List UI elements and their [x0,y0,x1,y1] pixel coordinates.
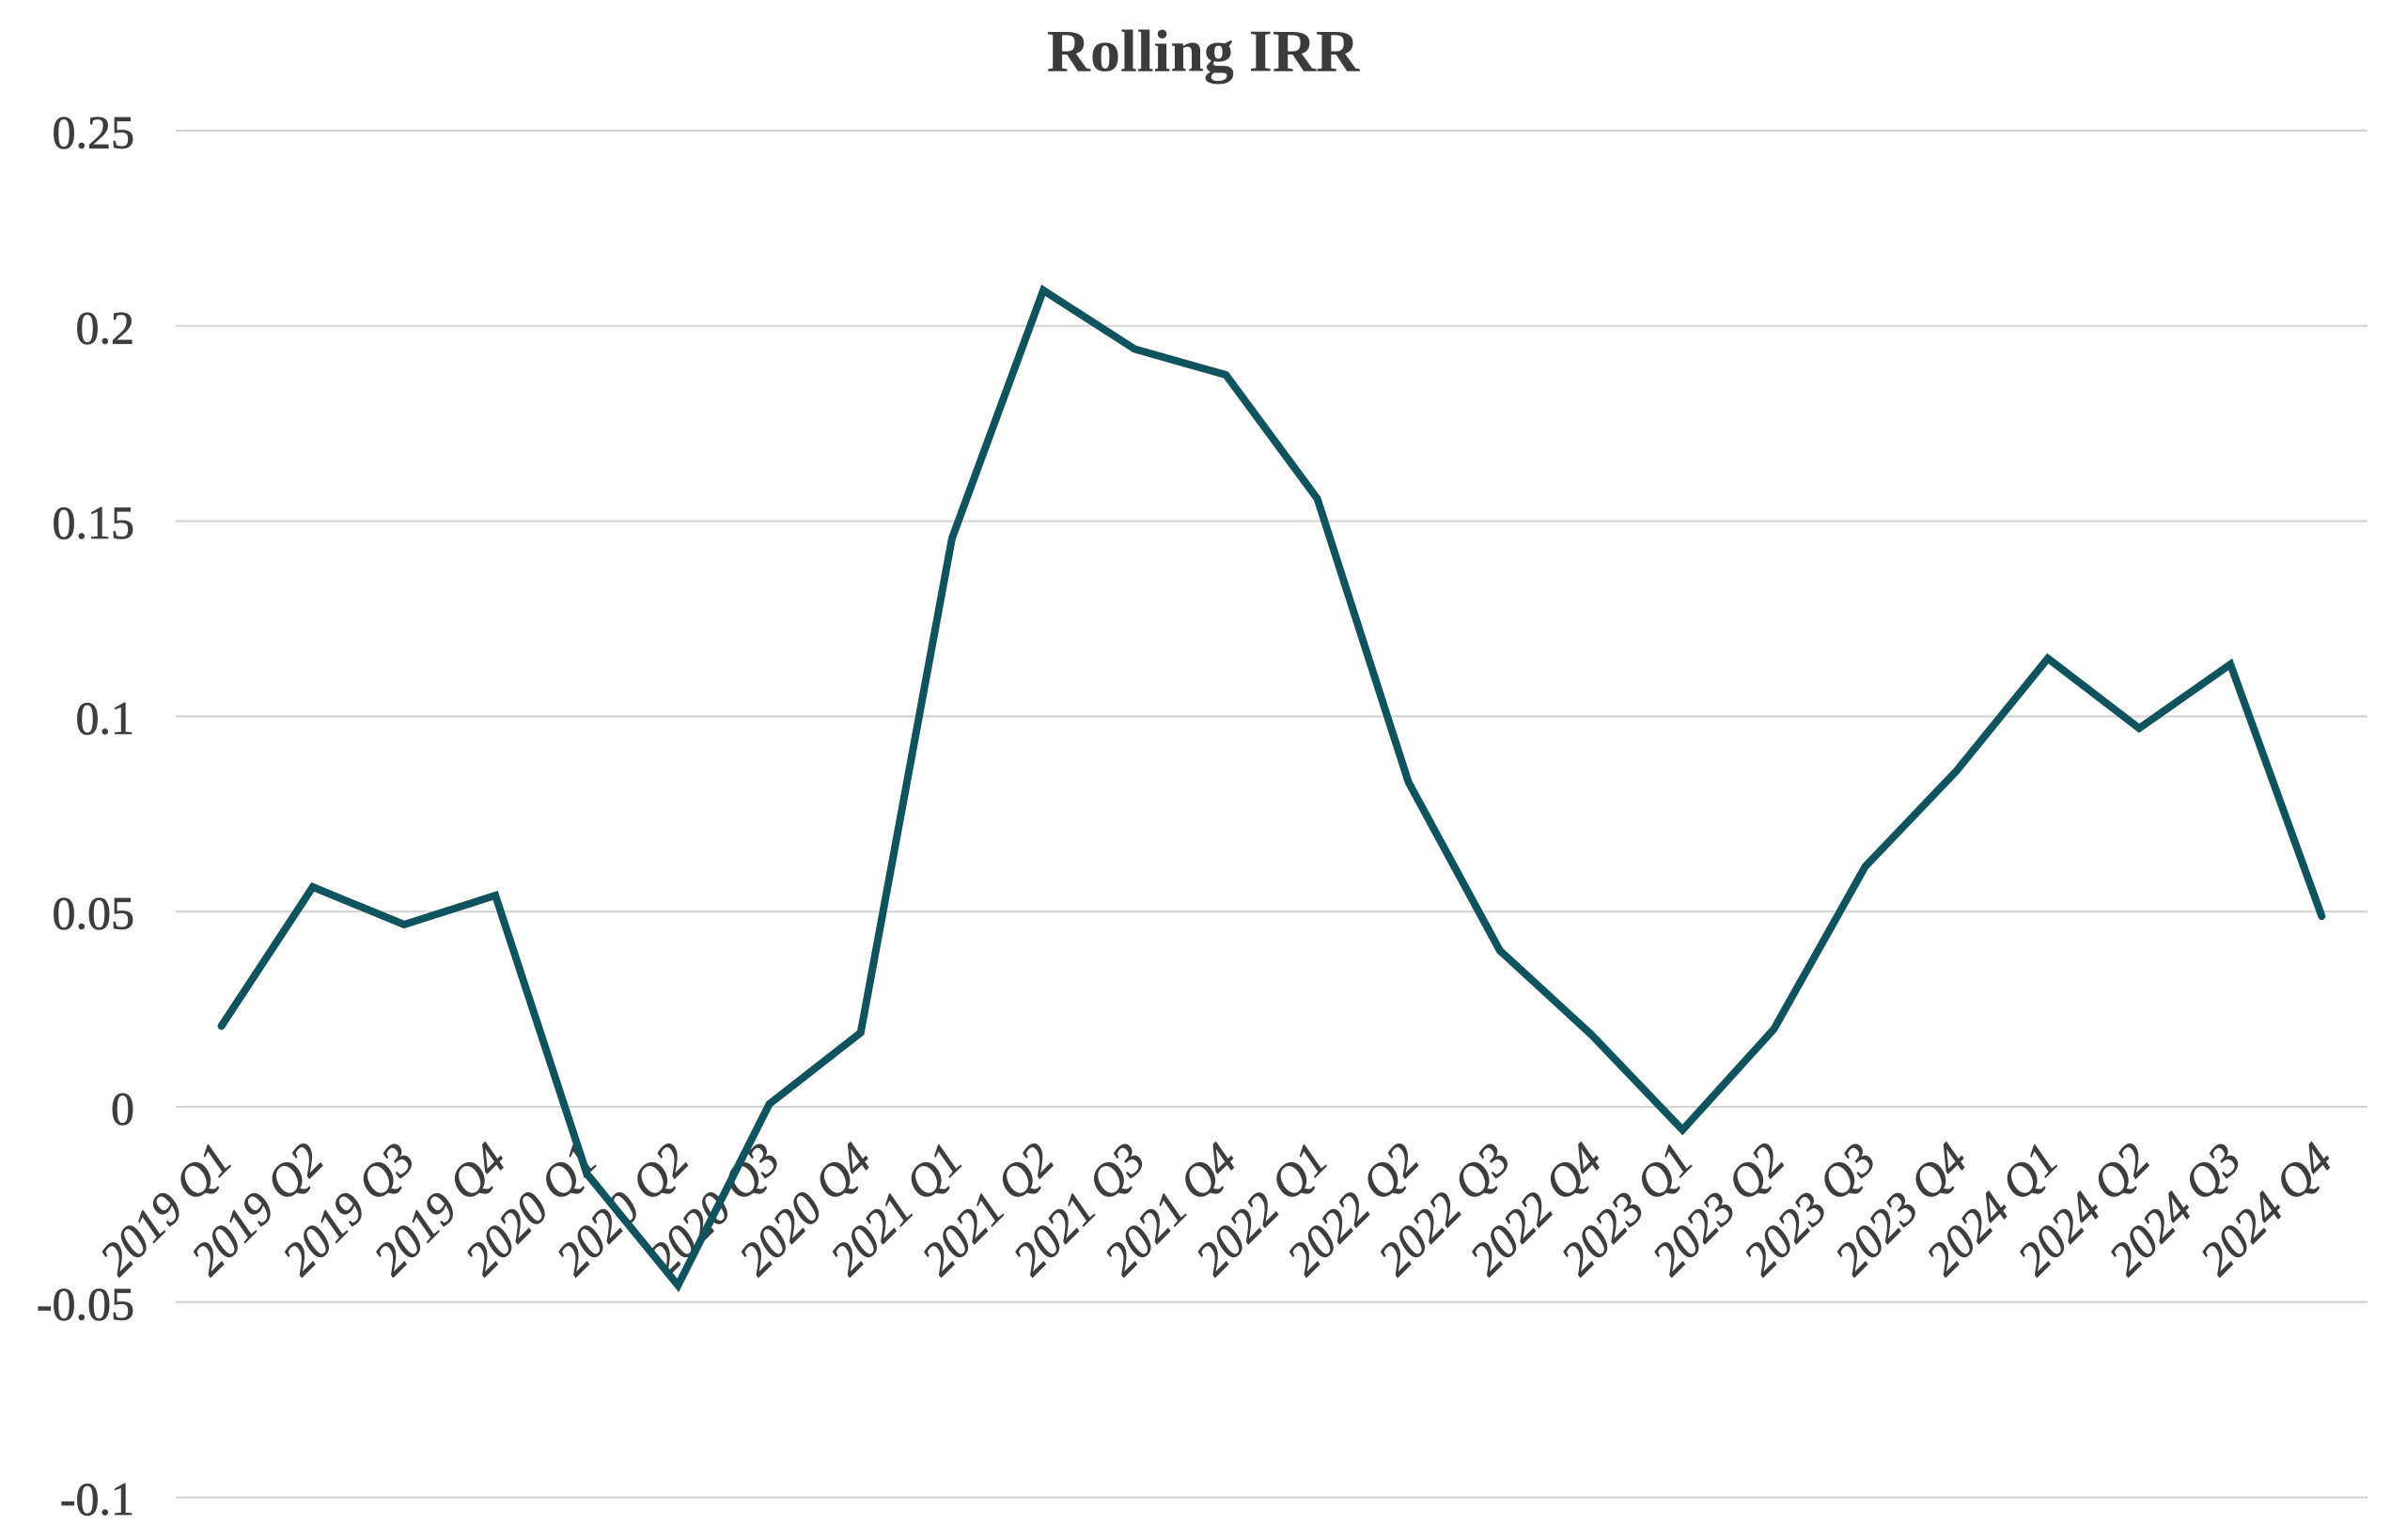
svg-text:-0.1: -0.1 [60,1472,134,1525]
svg-text:0: 0 [111,1082,134,1135]
svg-text:0.25: 0.25 [53,106,135,159]
svg-text:0.1: 0.1 [76,692,135,744]
svg-text:0.05: 0.05 [53,887,135,940]
svg-text:0.2: 0.2 [76,301,135,353]
svg-text:0.15: 0.15 [53,496,135,549]
svg-text:-0.05: -0.05 [37,1277,134,1330]
svg-text:Rolling IRR: Rolling IRR [1047,18,1360,85]
